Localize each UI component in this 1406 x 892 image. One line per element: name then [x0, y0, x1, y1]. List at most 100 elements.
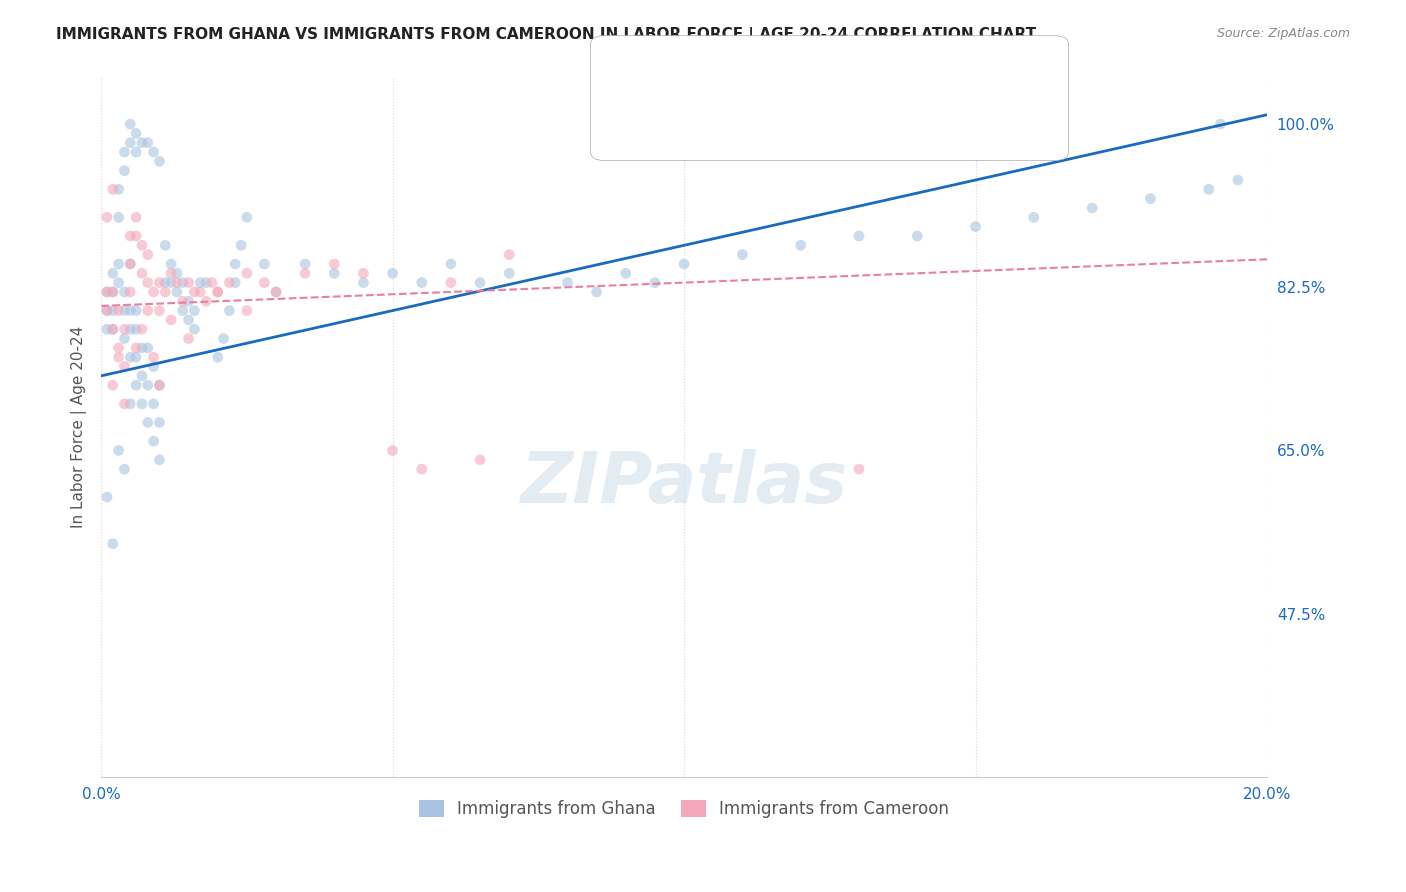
Point [155, 285, 177, 299]
Point [114, 285, 136, 299]
Point [148, 452, 170, 467]
Point [114, 322, 136, 336]
Point [136, 276, 159, 290]
Point [789, 238, 811, 252]
Point [381, 443, 404, 458]
Point [96, 211, 118, 225]
Point [107, 303, 129, 318]
Point [101, 182, 124, 196]
Point [498, 247, 520, 261]
Point [125, 211, 148, 225]
Point [440, 257, 463, 271]
Point [131, 238, 153, 252]
Point [160, 257, 183, 271]
Point [131, 136, 153, 150]
Point [353, 266, 375, 280]
Point [125, 127, 148, 141]
Point [101, 285, 124, 299]
Point [125, 378, 148, 392]
Point [96, 490, 118, 504]
Point [142, 397, 165, 411]
Point [673, 257, 696, 271]
Point [236, 303, 259, 318]
Point [101, 378, 124, 392]
Point [131, 368, 153, 383]
Point [177, 294, 200, 309]
Point [1022, 211, 1045, 225]
Point [294, 257, 316, 271]
Point [264, 285, 287, 299]
Point [101, 537, 124, 551]
Point [411, 276, 433, 290]
Point [195, 294, 218, 309]
Point [142, 350, 165, 364]
Point [148, 416, 170, 430]
Point [183, 285, 205, 299]
Point [131, 397, 153, 411]
Point [107, 211, 129, 225]
Point [107, 276, 129, 290]
Point [120, 257, 142, 271]
Point [114, 359, 136, 374]
Point [107, 341, 129, 355]
Point [353, 276, 375, 290]
Point [264, 285, 287, 299]
Point [207, 350, 229, 364]
Point [177, 313, 200, 327]
Point [142, 285, 165, 299]
Point [114, 145, 136, 159]
Point [136, 136, 159, 150]
Point [218, 276, 240, 290]
Point [125, 341, 148, 355]
Point [188, 276, 211, 290]
Point [120, 257, 142, 271]
Point [114, 462, 136, 476]
Point [120, 397, 142, 411]
Point [557, 276, 579, 290]
Point [96, 322, 118, 336]
Point [160, 276, 183, 290]
Point [136, 416, 159, 430]
Point [381, 266, 404, 280]
Point [120, 229, 142, 244]
Point [96, 285, 118, 299]
Point [142, 434, 165, 449]
Point [177, 332, 200, 346]
Point [131, 322, 153, 336]
Point [1226, 173, 1249, 187]
Point [411, 462, 433, 476]
Point [101, 266, 124, 280]
Point [136, 378, 159, 392]
Point [148, 154, 170, 169]
Point [236, 211, 259, 225]
Point [848, 229, 870, 244]
Point [965, 219, 987, 234]
Point [148, 303, 170, 318]
Point [136, 247, 159, 261]
Point [136, 341, 159, 355]
Point [120, 322, 142, 336]
Point [160, 266, 183, 280]
Point [236, 266, 259, 280]
Point [136, 303, 159, 318]
Point [120, 117, 142, 131]
Point [166, 285, 188, 299]
Point [1139, 192, 1161, 206]
Point [114, 303, 136, 318]
Point [253, 276, 276, 290]
Point [142, 359, 165, 374]
Point [172, 303, 194, 318]
Point [224, 276, 246, 290]
Point [155, 238, 177, 252]
Point [1081, 201, 1104, 215]
Y-axis label: In Labor Force | Age 20-24: In Labor Force | Age 20-24 [72, 326, 87, 528]
Point [160, 313, 183, 327]
Point [101, 285, 124, 299]
Point [114, 332, 136, 346]
Point [183, 303, 205, 318]
Point [229, 238, 252, 252]
Point [440, 276, 463, 290]
Point [131, 266, 153, 280]
Point [188, 285, 211, 299]
Text: ZIPatlas: ZIPatlas [520, 449, 848, 517]
